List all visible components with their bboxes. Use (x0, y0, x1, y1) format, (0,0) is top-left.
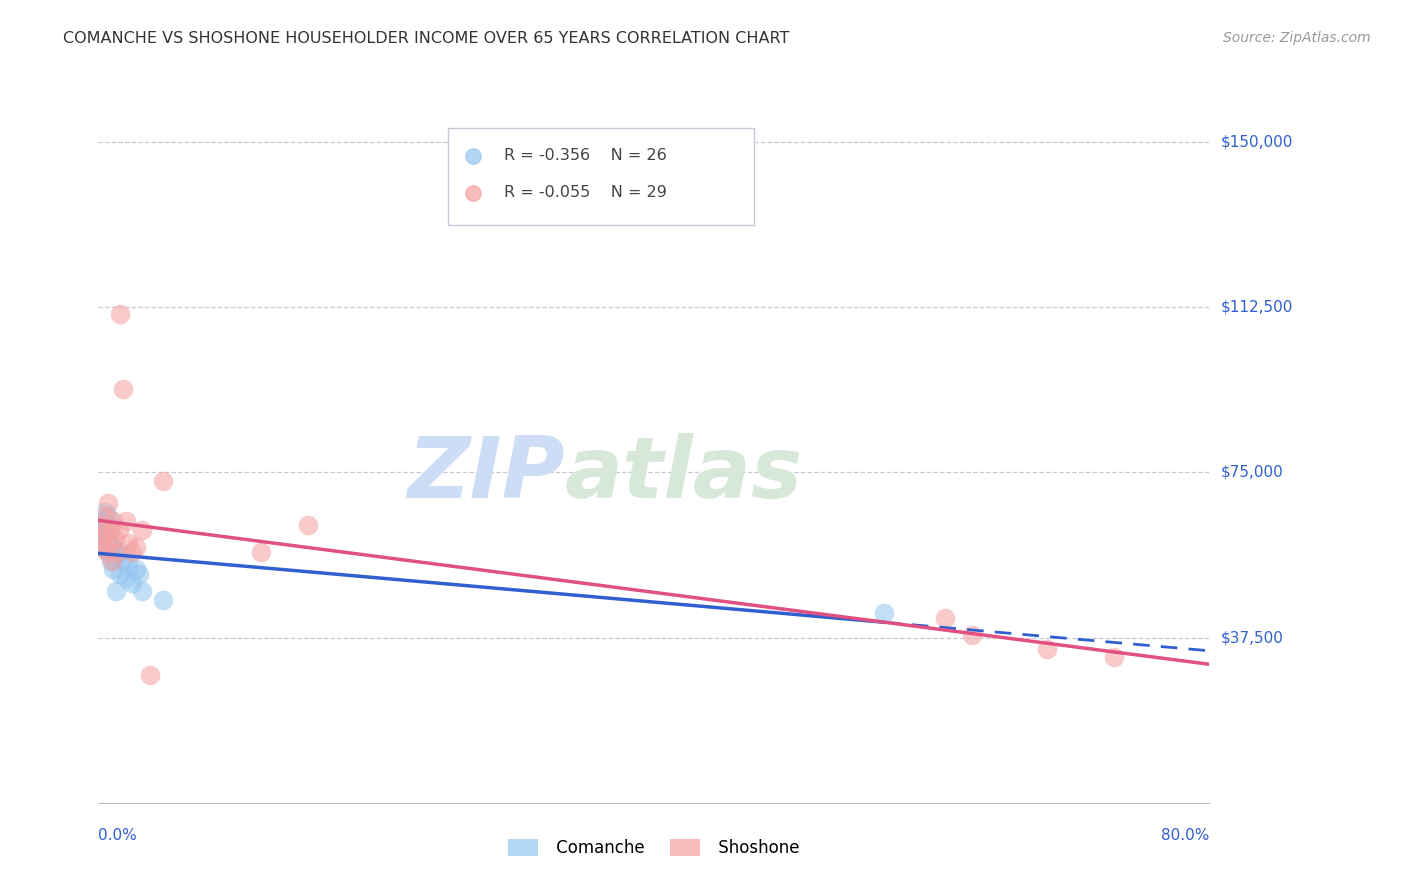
Point (121, 545, 143, 559)
Point (100, 553, 122, 567)
Point (114, 571, 136, 585)
Point (114, 514, 136, 528)
Text: $37,500: $37,500 (1220, 630, 1284, 645)
Point (111, 382, 134, 396)
Point (297, 518, 319, 533)
Point (117, 558, 139, 572)
Point (101, 541, 124, 555)
Point (101, 553, 124, 567)
Text: $150,000: $150,000 (1220, 135, 1292, 150)
Point (250, 545, 273, 559)
Point (105, 584, 128, 599)
Point (111, 553, 134, 567)
Text: 0.0%: 0.0% (98, 828, 138, 843)
Point (98, 536, 121, 550)
Point (117, 536, 139, 550)
Point (90, 518, 112, 533)
Point (108, 307, 131, 321)
Point (121, 575, 143, 590)
Text: Source: ZipAtlas.com: Source: ZipAtlas.com (1223, 31, 1371, 45)
Text: ZIP: ZIP (408, 433, 565, 516)
Legend:  Comanche,  Shoshone: Comanche, Shoshone (501, 832, 807, 863)
Point (93, 527, 115, 541)
Text: $112,500: $112,500 (1220, 300, 1292, 315)
Point (94, 505, 117, 519)
Point (97, 496, 120, 510)
Point (873, 607, 896, 621)
Text: R = -0.356    N = 26: R = -0.356 N = 26 (503, 148, 666, 163)
Point (89, 532, 111, 546)
Point (103, 562, 125, 576)
Point (90, 514, 112, 528)
Text: COMANCHE VS SHOSHONE HOUSEHOLDER INCOME OVER 65 YEARS CORRELATION CHART: COMANCHE VS SHOSHONE HOUSEHOLDER INCOME … (63, 31, 790, 46)
Bar (449, 128, 754, 225)
Point (96, 545, 118, 559)
Text: 80.0%: 80.0% (1161, 828, 1209, 843)
Point (107, 523, 129, 537)
Point (1035, 641, 1057, 656)
Text: R = -0.055    N = 29: R = -0.055 N = 29 (503, 186, 666, 200)
Point (100, 523, 122, 537)
Point (139, 668, 162, 682)
Point (97, 509, 120, 524)
Point (107, 545, 129, 559)
Point (131, 584, 153, 599)
Point (960, 628, 983, 642)
Point (1104, 650, 1126, 665)
Point (104, 549, 127, 563)
Point (91, 541, 114, 555)
Point (94, 527, 117, 541)
Point (131, 523, 153, 537)
Point (104, 532, 127, 546)
Point (103, 514, 125, 528)
Text: $75,000: $75,000 (1220, 465, 1284, 480)
Point (91, 532, 114, 546)
Point (94, 509, 117, 524)
Point (125, 541, 148, 555)
Point (934, 611, 956, 625)
Point (125, 562, 148, 576)
Point (105, 545, 128, 559)
Point (108, 566, 131, 581)
Point (152, 475, 174, 489)
Point (97, 545, 120, 559)
Point (93, 541, 115, 555)
Point (96, 518, 118, 533)
Point (98, 532, 121, 546)
Point (128, 566, 150, 581)
Text: atlas: atlas (565, 433, 803, 516)
Point (89, 523, 111, 537)
Point (152, 593, 174, 607)
